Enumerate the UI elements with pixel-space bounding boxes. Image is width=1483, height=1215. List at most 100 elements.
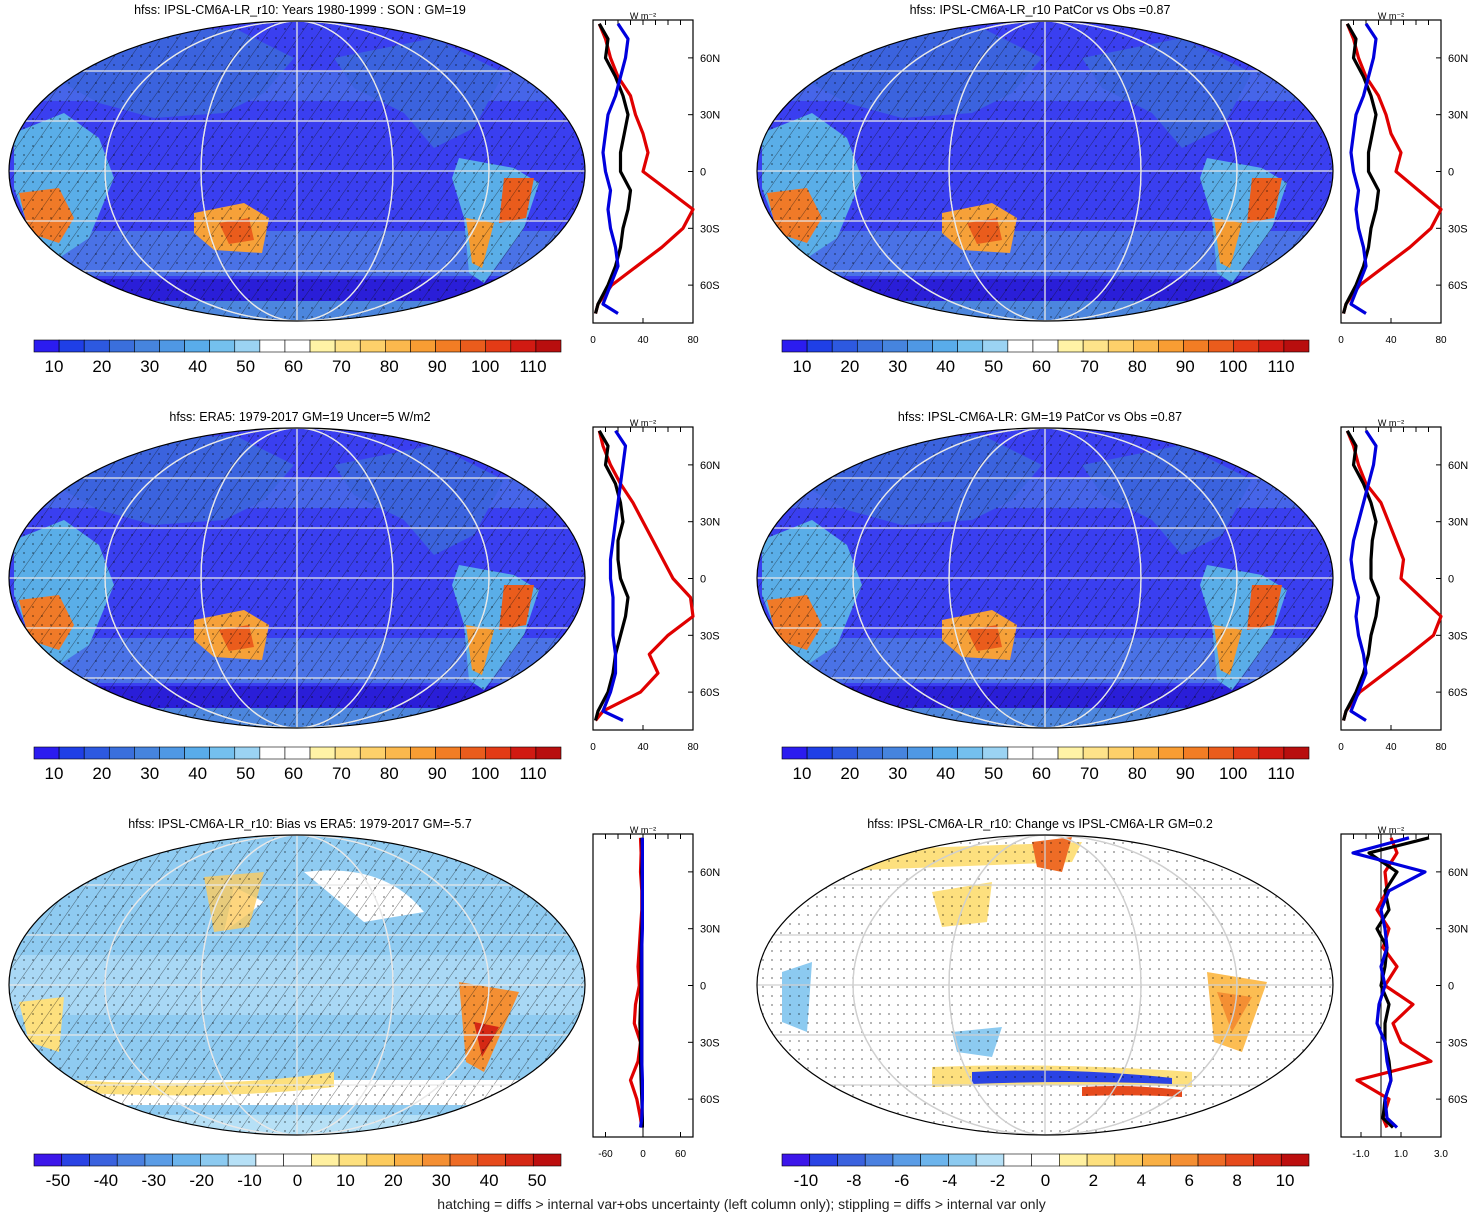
colorbar-swatch <box>108 746 135 760</box>
lat-tick-label: 60S <box>700 1094 720 1106</box>
colorbar-label: 100 <box>1219 764 1247 783</box>
lat-tick-label: 30S <box>700 630 720 642</box>
colorbar-swatch <box>806 746 833 760</box>
colorbar-swatch <box>882 746 908 760</box>
x-tick-label: 40 <box>637 742 649 753</box>
colorbar-label: 10 <box>336 1171 355 1190</box>
colorbar-swatch <box>1082 339 1109 353</box>
panel-title: hfss: ERA5: 1979-2017 GM=19 Uncer=5 W/m2 <box>169 410 431 424</box>
longitude-line <box>948 835 1142 1135</box>
colorbar-swatch <box>1133 339 1159 353</box>
profile-frame <box>1340 19 1442 324</box>
colorbar-label: 110 <box>1267 764 1294 783</box>
colorbar-label: 50 <box>528 1171 547 1190</box>
lat-tick-label: 60N <box>700 53 720 65</box>
longitude-line <box>852 428 1238 728</box>
x-tick-label: -1.0 <box>1352 1149 1370 1160</box>
colorbar-swatch <box>334 746 361 760</box>
colorbar-swatch <box>1253 1153 1282 1167</box>
colorbar-swatch <box>460 339 487 353</box>
colorbar-swatch <box>116 1153 146 1167</box>
colorbar-swatch <box>1031 1153 1060 1167</box>
lat-tick-label: 30S <box>1448 630 1468 642</box>
colorbar-swatch <box>781 746 808 760</box>
colorbar-swatch <box>435 746 461 760</box>
colorbar-label: -2 <box>990 1171 1005 1190</box>
colorbar-label: 30 <box>888 357 907 376</box>
map-plot <box>756 20 1334 322</box>
colorbar-swatch <box>535 339 562 353</box>
longitude-line <box>852 21 1238 321</box>
colorbar-label: 30 <box>140 357 159 376</box>
profile-series-line <box>593 23 695 314</box>
colorbar-label: 100 <box>471 764 499 783</box>
colorbar-swatch <box>856 746 883 760</box>
colorbar-swatch <box>1208 339 1235 353</box>
x-tick-label: 60 <box>675 1149 687 1160</box>
colorbar-label: 20 <box>840 357 859 376</box>
colorbar-swatch <box>259 746 286 760</box>
colorbar-swatch <box>957 746 984 760</box>
colorbar-swatch <box>982 339 1009 353</box>
colorbar-label: 90 <box>428 357 447 376</box>
colorbar-label: 50 <box>984 357 1003 376</box>
colorbar-label: -10 <box>237 1171 262 1190</box>
colorbar-swatch <box>284 746 311 760</box>
colorbar-label: 40 <box>480 1171 499 1190</box>
profile-unit-label: W m⁻² <box>1378 825 1404 835</box>
colorbar-swatch <box>982 746 1009 760</box>
x-tick-label: 0 <box>590 742 596 753</box>
lat-tick-label: 0 <box>1448 167 1454 179</box>
x-tick-label: 80 <box>1435 742 1447 753</box>
colorbar-swatch <box>234 339 261 353</box>
colorbar-label: 40 <box>188 357 207 376</box>
colorbar-label: -10 <box>794 1171 819 1190</box>
figure-caption: hatching = diffs > internal var+obs unce… <box>437 1196 1046 1212</box>
colorbar-swatch <box>510 746 537 760</box>
colorbar-swatch <box>1032 339 1059 353</box>
lat-tick-label: 0 <box>1448 574 1454 586</box>
colorbar: 10 20 30 40 50 60 70 80 90 100 110 <box>781 746 1310 783</box>
colorbar-swatch <box>1086 1153 1116 1167</box>
panel-title: hfss: IPSL-CM6A-LR_r10: Change vs IPSL-C… <box>867 817 1213 831</box>
profile-series-line <box>601 429 628 722</box>
map-plot <box>756 427 1334 729</box>
profile-series-line <box>1341 23 1443 314</box>
colorbar-swatch <box>108 339 135 353</box>
colorbar-swatch <box>449 1153 479 1167</box>
colorbar-swatch <box>1183 746 1209 760</box>
map-plot <box>8 427 586 729</box>
profile-series-line <box>1349 22 1378 315</box>
profile-series-line <box>593 23 633 314</box>
colorbar-swatch <box>311 1153 340 1167</box>
lat-tick-label: 30N <box>700 110 720 122</box>
colorbar-swatch <box>1283 339 1310 353</box>
colorbar-label: 4 <box>1137 1171 1146 1190</box>
colorbar-label: 100 <box>1219 357 1247 376</box>
colorbar-swatch <box>209 339 236 353</box>
x-tick-label: 0 <box>1338 335 1344 346</box>
colorbar-swatch <box>227 1153 257 1167</box>
colorbar-swatch <box>485 746 512 760</box>
colorbar-swatch <box>334 339 361 353</box>
zonal-mean-profile: W m⁻² 60N 30N 0 30S 60S 0 40 80 <box>1338 11 1468 346</box>
colorbar-label: 0 <box>293 1171 302 1190</box>
colorbar: 10 20 30 40 50 60 70 80 90 100 110 <box>33 746 562 783</box>
colorbar-label: 90 <box>428 764 447 783</box>
panel-title: hfss: IPSL-CM6A-LR_r10 PatCor vs Obs =0.… <box>909 3 1171 17</box>
colorbar-swatch <box>234 746 261 760</box>
colorbar: 10 20 30 40 50 60 70 80 90 100 110 <box>33 339 562 376</box>
colorbar-swatch <box>1032 746 1059 760</box>
colorbar-swatch <box>61 1153 90 1167</box>
lat-tick-label: 0 <box>700 981 706 993</box>
colorbar-swatch <box>864 1153 894 1167</box>
colorbar-label: 6 <box>1184 1171 1193 1190</box>
colorbar-label: 20 <box>92 357 111 376</box>
colorbar: -50 -40 -30 -20 -10 0 10 20 30 40 50 <box>33 1153 562 1190</box>
colorbar-label: 80 <box>1128 764 1147 783</box>
colorbar-swatch <box>1208 746 1235 760</box>
colorbar-swatch <box>159 746 185 760</box>
colorbar-swatch <box>856 339 883 353</box>
colorbar-swatch <box>1007 746 1034 760</box>
map-plot <box>8 20 586 322</box>
